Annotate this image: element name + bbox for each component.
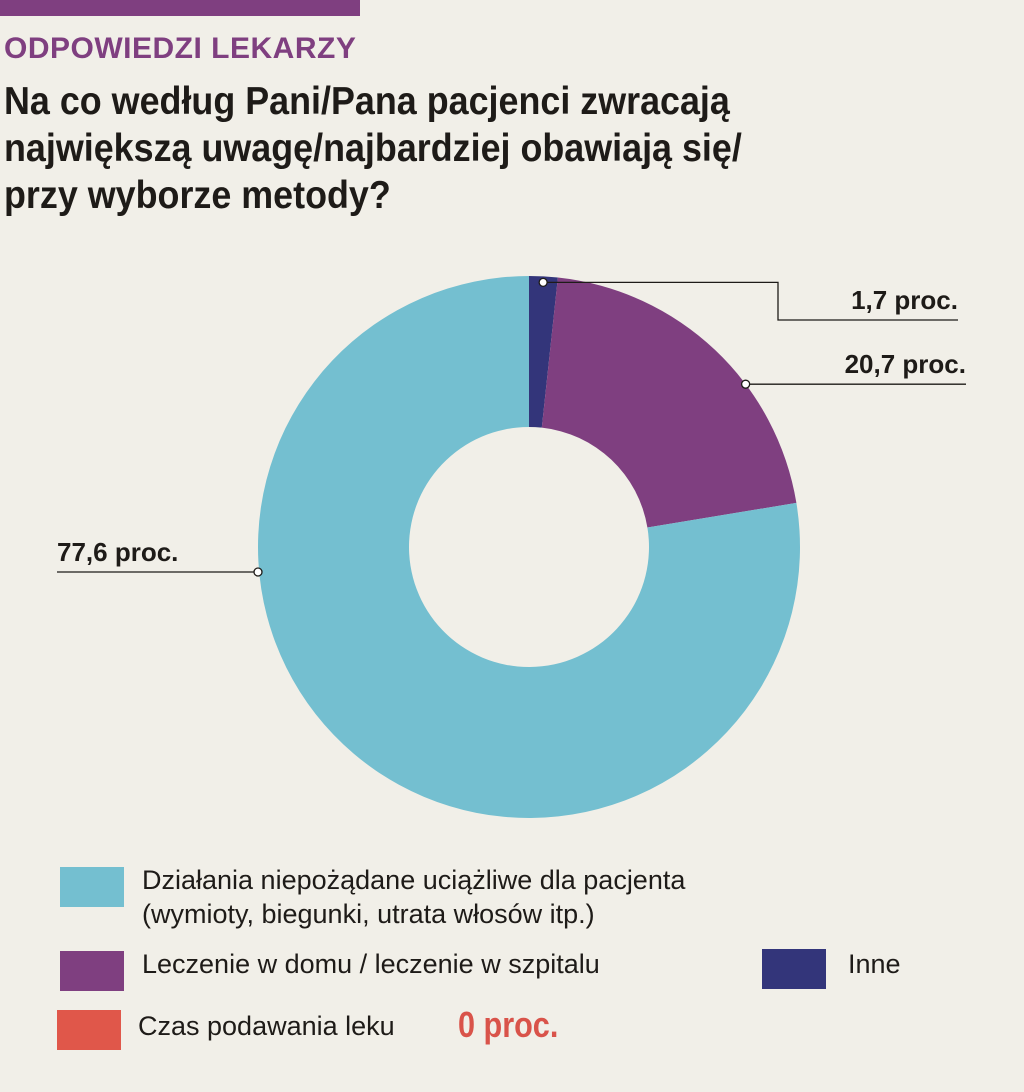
title-line: największą uwagę/najbardziej obawiają si… — [4, 127, 742, 170]
donut-slice — [529, 276, 558, 428]
leader-marker — [740, 379, 751, 389]
donut-slice — [258, 276, 800, 818]
legend-swatch — [60, 867, 124, 907]
legend-label: Działania niepożądane uciążliwe dla pacj… — [142, 865, 686, 895]
leader-line — [543, 281, 958, 321]
section-label: ODPOWIEDZI LEKARZY — [4, 32, 357, 65]
legend-label: (wymioty, biegunki, utrata włosów itp.) — [142, 899, 595, 929]
title-line: przy wyborze metody? — [4, 174, 391, 217]
legend-zero-value: 0 proc. — [458, 1004, 559, 1045]
legend-label: Czas podawania leku — [138, 1011, 395, 1041]
legend-label: Inne — [848, 949, 901, 979]
donut-slice — [541, 277, 797, 528]
title-line: Na co według Pani/Pana pacjenci zwracają — [4, 80, 730, 123]
legend-swatch — [762, 949, 826, 989]
legend-label: Leczenie w domu / leczenie w szpitalu — [142, 949, 600, 979]
slice-value-label: 1,7 proc. — [851, 285, 958, 315]
slice-value-label: 20,7 proc. — [845, 349, 966, 379]
donut-chart: 1,7 proc. 20,7 proc. 77,6 proc. — [57, 276, 966, 818]
chart-title: Na co według Pani/Pana pacjenci zwracają… — [4, 78, 832, 219]
leader-marker — [253, 567, 263, 577]
slice-value-label: 77,6 proc. — [57, 537, 178, 567]
legend-swatch — [57, 1010, 121, 1050]
legend-swatch — [60, 951, 124, 991]
leader-marker — [538, 277, 548, 288]
accent-bar — [0, 0, 360, 16]
